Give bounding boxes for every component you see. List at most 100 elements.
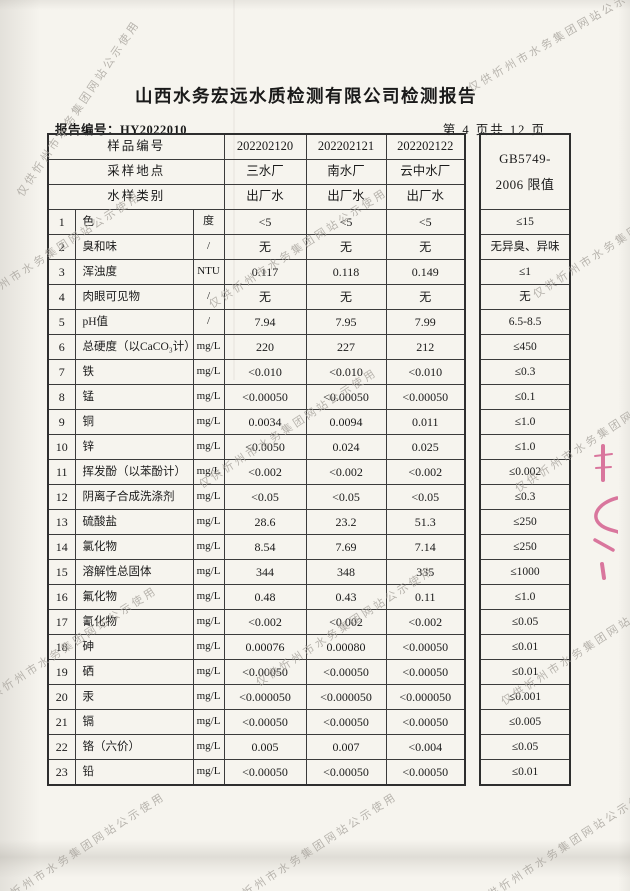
value-cell-plant1: <0.002	[223, 459, 307, 485]
value-cell-plant1: 28.6	[223, 509, 307, 535]
unit-cell: mg/L	[192, 584, 225, 610]
page-title: 山西水务宏远水质检测有限公司检测报告	[135, 86, 477, 106]
row-number-cell: 10	[47, 434, 76, 460]
row-number-cell: 2	[47, 234, 76, 260]
limit-header-line1: GB5749-	[499, 151, 551, 166]
value-cell-plant3: 0.025	[385, 434, 466, 460]
row-number-cell: 1	[47, 209, 76, 235]
scan-edge-shadow-right	[618, 0, 630, 891]
unit-cell: mg/L	[192, 434, 225, 460]
header-value-cell: 三水厂	[223, 159, 307, 185]
limit-row: ≤1.0	[479, 409, 571, 435]
value-cell-plant3: 0.149	[385, 259, 466, 285]
value-cell-plant2: 0.007	[305, 734, 387, 760]
row-number-cell: 14	[47, 534, 76, 560]
value-cell-plant3: 无	[385, 284, 466, 310]
unit-cell: mg/L	[192, 609, 225, 635]
parameter-row: 2 臭和味 / 无 无 无	[47, 234, 466, 260]
unit-cell: mg/L	[192, 509, 225, 535]
parameter-name-cell: 硫酸盐	[74, 509, 194, 535]
header-value-cell: 202202122	[385, 133, 466, 160]
unit-cell: 度	[192, 209, 225, 235]
value-cell-plant1: 0.117	[223, 259, 307, 285]
value-cell-plant1: 0.00076	[223, 634, 307, 660]
value-cell-plant2: <0.00050	[305, 384, 387, 410]
limit-value-cell: ≤0.001	[479, 684, 571, 710]
unit-cell: mg/L	[192, 484, 225, 510]
parameter-row: 7 铁 mg/L <0.010 <0.010 <0.010	[47, 359, 466, 385]
row-number-cell: 23	[47, 759, 76, 786]
limit-value-cell: ≤0.05	[479, 609, 571, 635]
header-value-cell: 出厂水	[223, 184, 307, 210]
limit-value-cell: ≤450	[479, 334, 571, 360]
limit-row: 无异臭、异味	[479, 234, 571, 260]
limit-row: 6.5-8.5	[479, 309, 571, 335]
parameter-row: 12 阴离子合成洗涤剂 mg/L <0.05 <0.05 <0.05	[47, 484, 466, 510]
parameter-row: 13 硫酸盐 mg/L 28.6 23.2 51.3	[47, 509, 466, 535]
parameter-row: 18 砷 mg/L 0.00076 0.00080 <0.00050	[47, 634, 466, 660]
table-header: 样品编号 202202120 202202121 202202122 采样地点 …	[47, 133, 466, 210]
limit-row: ≤250	[479, 534, 571, 560]
limit-row: ≤0.01	[479, 659, 571, 685]
value-cell-plant3: <0.00050	[385, 384, 466, 410]
scan-edge-shadow-left	[0, 0, 40, 891]
value-cell-plant3: 7.99	[385, 309, 466, 335]
parameter-name-cell: 铜	[74, 409, 194, 435]
row-number-cell: 20	[47, 684, 76, 710]
limit-value-cell: ≤1.0	[479, 584, 571, 610]
header-value-cell: 出厂水	[385, 184, 466, 210]
row-number-cell: 17	[47, 609, 76, 635]
parameter-name-cell: 浑浊度	[74, 259, 194, 285]
value-cell-plant3: 0.11	[385, 584, 466, 610]
row-number-cell: 16	[47, 584, 76, 610]
limit-value-cell: ≤1.0	[479, 434, 571, 460]
value-cell-plant1: <0.000050	[223, 684, 307, 710]
row-number-cell: 18	[47, 634, 76, 660]
header-value-cell: 202202121	[305, 133, 387, 160]
unit-cell: mg/L	[192, 634, 225, 660]
parameter-name-cell: 镉	[74, 709, 194, 735]
header-value-cell: 云中水厂	[385, 159, 466, 185]
value-cell-plant2: <0.000050	[305, 684, 387, 710]
parameter-row: 11 挥发酚（以苯酚计） mg/L <0.002 <0.002 <0.002	[47, 459, 466, 485]
value-cell-plant2: 0.024	[305, 434, 387, 460]
parameter-row: 20 汞 mg/L <0.000050 <0.000050 <0.000050	[47, 684, 466, 710]
value-cell-plant2: <0.00050	[305, 759, 387, 786]
value-cell-plant2: <0.05	[305, 484, 387, 510]
limit-value-cell: 6.5-8.5	[479, 309, 571, 335]
limit-value-cell: ≤0.002	[479, 459, 571, 485]
value-cell-plant1: <5	[223, 209, 307, 235]
value-cell-plant3: <0.00050	[385, 634, 466, 660]
watermark: 仅供忻州市水务集团网站公示使用	[466, 0, 630, 95]
value-cell-plant3: <0.002	[385, 609, 466, 635]
limit-row: ≤0.005	[479, 709, 571, 735]
value-cell-plant3: 335	[385, 559, 466, 585]
parameter-name-cell: 色	[74, 209, 194, 235]
unit-cell: mg/L	[192, 759, 225, 786]
parameter-name-cell: 氰化物	[74, 609, 194, 635]
value-cell-plant2: 0.00080	[305, 634, 387, 660]
value-cell-plant2: 无	[305, 284, 387, 310]
parameter-name-cell: 阴离子合成洗涤剂	[74, 484, 194, 510]
unit-cell: mg/L	[192, 659, 225, 685]
unit-cell: mg/L	[192, 559, 225, 585]
parameter-name-cell: 锰	[74, 384, 194, 410]
value-cell-plant3: <0.004	[385, 734, 466, 760]
unit-cell: /	[192, 309, 225, 335]
limit-value-cell: ≤0.01	[479, 759, 571, 786]
limit-row: ≤0.01	[479, 634, 571, 660]
limit-row: ≤0.001	[479, 684, 571, 710]
value-cell-plant2: <0.010	[305, 359, 387, 385]
limit-value-cell: ≤1	[479, 259, 571, 285]
value-cell-plant3: <0.00050	[385, 659, 466, 685]
header-value-cell: 202202120	[223, 133, 307, 160]
unit-cell: mg/L	[192, 384, 225, 410]
value-cell-plant2: <0.002	[305, 459, 387, 485]
row-number-cell: 11	[47, 459, 76, 485]
unit-cell: mg/L	[192, 334, 225, 360]
parameter-row: 5 pH值 / 7.94 7.95 7.99	[47, 309, 466, 335]
value-cell-plant1: 7.94	[223, 309, 307, 335]
limit-column-table: GB5749- 2006 限值 ≤15 无异臭、异味 ≤1	[479, 133, 572, 786]
parameter-row: 19 硒 mg/L <0.00050 <0.00050 <0.00050	[47, 659, 466, 685]
parameter-row: 16 氟化物 mg/L 0.48 0.43 0.11	[47, 584, 466, 610]
